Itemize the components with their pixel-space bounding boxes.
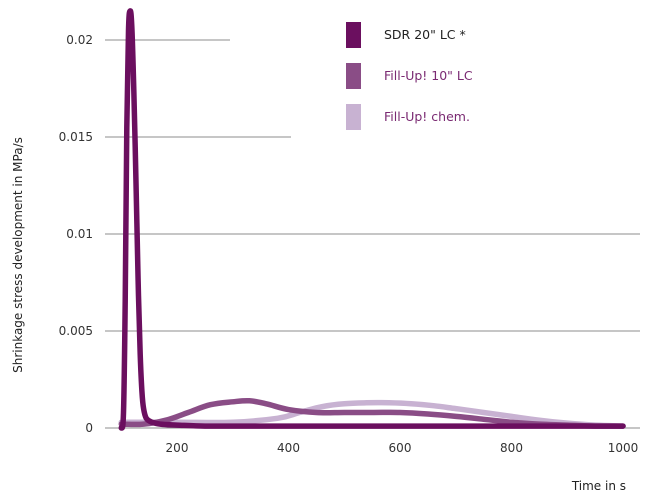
legend-swatch	[346, 22, 361, 48]
y-tick-labels: 0 0.005 0.01 0.015 0.02	[59, 33, 93, 435]
y-tick-label: 0.02	[66, 33, 93, 47]
x-tick-label: 800	[500, 441, 523, 455]
legend-label: Fill-Up! chem.	[384, 109, 470, 124]
gridlines	[105, 39, 640, 429]
y-axis-title: Shrinkage stress development in MPa/s	[11, 137, 25, 373]
x-axis-title: Time in s	[571, 479, 626, 493]
legend: SDR 20" LC * Fill-Up! 10" LC Fill-Up! chem…	[346, 22, 473, 130]
y-tick-label: 0.015	[59, 130, 93, 144]
y-tick-label: 0	[85, 421, 93, 435]
x-tick-label: 400	[277, 441, 300, 455]
series-fill-up-chem-line	[118, 399, 626, 429]
x-tick-label: 600	[389, 441, 412, 455]
legend-label: Fill-Up! 10" LC	[384, 68, 473, 83]
y-tick-label: 0.005	[59, 324, 93, 338]
legend-label: SDR 20" LC *	[384, 27, 466, 42]
y-tick-label: 0.01	[66, 227, 93, 241]
series-lines	[118, 8, 626, 431]
x-tick-label: 200	[166, 441, 189, 455]
series-sdr-20-lc-line	[118, 8, 626, 431]
legend-swatch	[346, 63, 361, 89]
x-tick-label: 1000	[608, 441, 639, 455]
legend-swatch	[346, 104, 361, 130]
x-tick-labels: 200 400 600 800 1000	[166, 441, 639, 455]
